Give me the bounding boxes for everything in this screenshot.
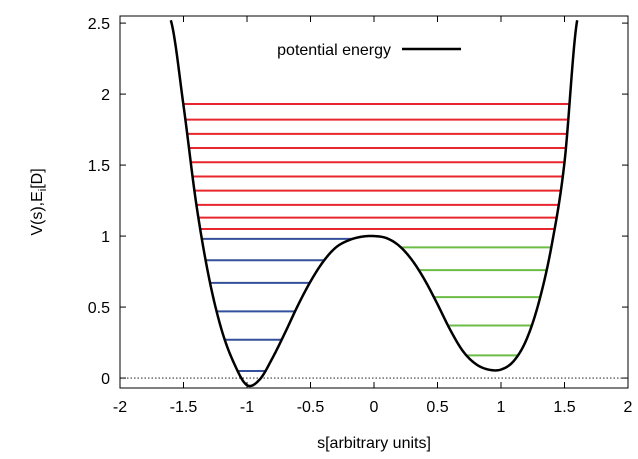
y-axis-label: V(s),Ei[D] [29, 168, 49, 235]
x-tick-label: 1 [497, 399, 506, 416]
x-tick-label: -2 [113, 399, 127, 416]
y-tick-label: 0 [101, 371, 110, 388]
y-axis-label-main: V(s),E [29, 191, 46, 235]
legend-label-potential-energy: potential energy [277, 42, 391, 59]
x-tick-label: 0 [370, 399, 379, 416]
y-tick-label: 1 [101, 229, 110, 246]
y-tick-label: 2.5 [88, 16, 110, 33]
potential-curve-layer [169, 19, 579, 388]
y-axis-label-unit: [D] [29, 168, 46, 188]
x-tick-label: -1 [240, 399, 254, 416]
legend: potential energy [277, 42, 461, 59]
ticks-layer: -2 -1.5 -1 -0.5 0 0.5 1 1.5 2 0 0.5 1 1.5 2 2.5 [88, 16, 633, 416]
y-tick-label: 2 [101, 87, 110, 104]
y-tick-label: 1.5 [88, 158, 110, 175]
potential-energy-curve [169, 19, 579, 388]
x-tick-label: -0.5 [297, 399, 325, 416]
x-tick-label: -1.5 [170, 399, 198, 416]
x-tick-label: 2 [624, 399, 633, 416]
x-tick-label: 1.5 [553, 399, 575, 416]
x-axis-label: s[arbitrary units] [317, 435, 431, 452]
x-tick-label: 0.5 [426, 399, 448, 416]
energy-levels-layer [183, 103, 570, 372]
y-axis-label-subscript: i [37, 189, 49, 191]
y-tick-label: 0.5 [88, 300, 110, 317]
